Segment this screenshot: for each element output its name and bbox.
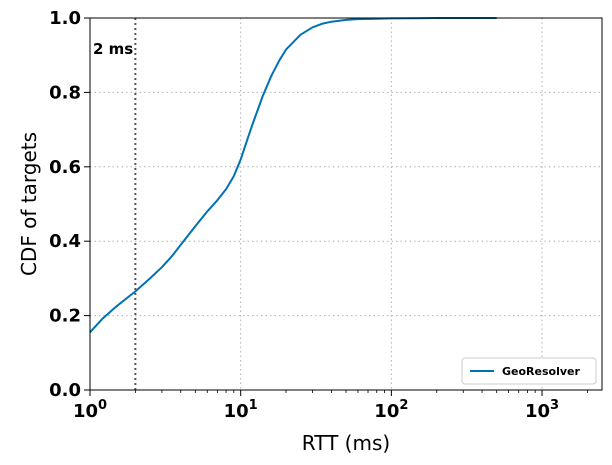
x-axis-ticks: 100 101 102 103 bbox=[73, 390, 588, 422]
x-tick-label: 103 bbox=[525, 398, 559, 422]
y-tick-label: 1.0 bbox=[49, 8, 81, 29]
x-tick-label: 102 bbox=[374, 398, 408, 422]
legend-box bbox=[461, 357, 597, 385]
x-tick-label: 101 bbox=[224, 398, 258, 422]
x-tick-label: 100 bbox=[73, 398, 107, 422]
series-line-georesolver bbox=[89, 17, 497, 333]
grid-lines bbox=[89, 17, 602, 391]
y-tick-label: 0.8 bbox=[49, 82, 81, 103]
threshold-label: 2 ms bbox=[93, 40, 133, 58]
legend-label: GeoResolver bbox=[502, 365, 580, 378]
series-group bbox=[89, 17, 497, 333]
plot-frame bbox=[89, 17, 603, 391]
y-tick-label: 0.4 bbox=[49, 231, 81, 252]
y-axis-title: CDF of targets bbox=[17, 132, 41, 276]
y-tick-label: 0.0 bbox=[49, 380, 81, 401]
y-tick-label: 0.6 bbox=[49, 157, 81, 178]
legend: GeoResolver bbox=[461, 357, 597, 385]
y-axis-ticks: 0.0 0.2 0.4 0.6 0.8 1.0 bbox=[49, 8, 90, 401]
y-tick-label: 0.2 bbox=[49, 306, 81, 327]
x-axis-title: RTT (ms) bbox=[302, 431, 390, 455]
